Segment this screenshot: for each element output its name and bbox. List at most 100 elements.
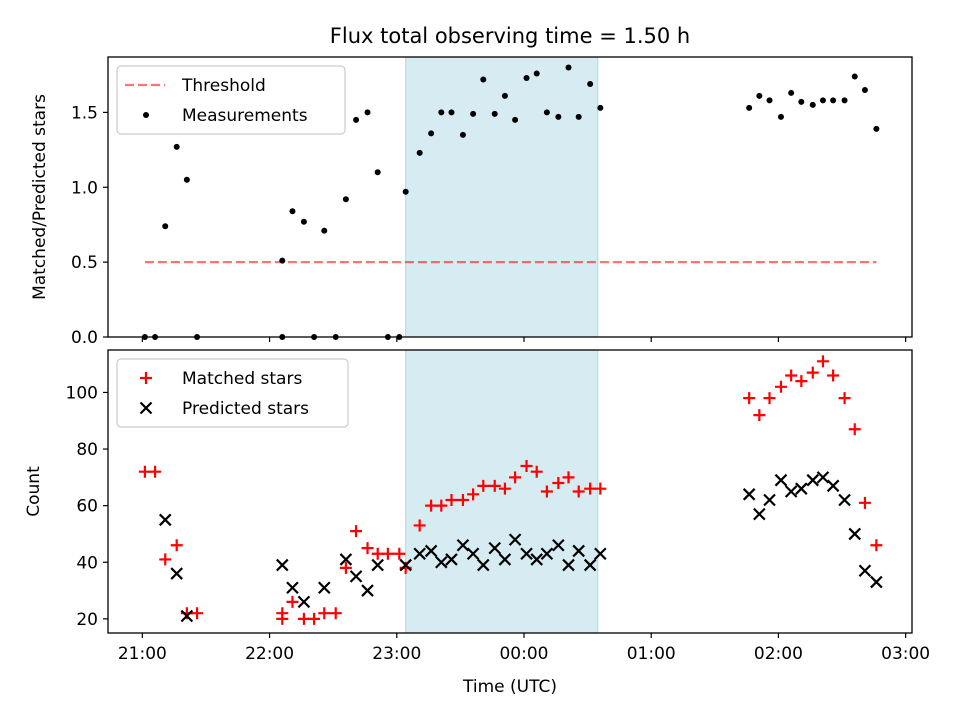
matched-star-point — [191, 607, 204, 620]
predicted-star-point — [763, 493, 776, 507]
predicted-star-point — [870, 575, 883, 589]
matched-star-point — [785, 369, 798, 382]
legend-matched-swatch — [140, 372, 152, 384]
measurement-point — [746, 104, 753, 111]
predicted-star-point — [276, 558, 289, 572]
matched-star-point — [848, 423, 861, 436]
legend-label: Threshold — [181, 76, 266, 96]
matched-star-point — [413, 519, 426, 532]
matched-star-point — [339, 561, 352, 574]
measurement-point — [491, 110, 498, 117]
measurement-point — [543, 109, 550, 116]
panel-bottom-star-counts: 20 40 60 80 100 21:00 22:00 23:00 00:00 01:00 02:0… — [24, 349, 930, 697]
measurement-point — [873, 125, 880, 132]
x-tick-label: 00:00 — [499, 644, 548, 664]
measurement-point — [851, 73, 858, 80]
y-tick-label: 60 — [76, 497, 98, 517]
measurement-point — [353, 116, 360, 123]
predicted-star-point — [413, 547, 426, 561]
matched-star-point — [159, 553, 172, 566]
matched-star-point — [795, 375, 808, 388]
measurement-point — [575, 113, 582, 120]
measurement-point — [416, 149, 423, 156]
predicted-star-point — [170, 567, 183, 580]
predicted-star-point — [562, 558, 575, 572]
matched-star-point — [753, 409, 766, 422]
x-tick-label: 21:00 — [118, 644, 167, 664]
predicted-star-point — [399, 558, 412, 572]
legend-box — [116, 65, 346, 135]
panel-top-matched-ratio: 0.0 0.5 1.0 1.5 Matched/Predicted stars Thres… — [30, 56, 913, 348]
measurement-point — [448, 109, 455, 116]
x-tick-label: 23:00 — [372, 644, 421, 664]
series-matched-stars — [138, 355, 883, 625]
predicted-star-point — [753, 507, 766, 521]
predicted-star-point — [530, 553, 543, 566]
matched-star-point — [540, 485, 553, 498]
matched-star-point — [774, 380, 787, 393]
x-tick-label: 02:00 — [754, 644, 803, 664]
predicted-star-point — [317, 581, 331, 594]
measurement-point — [459, 131, 466, 138]
axes-frame — [107, 349, 913, 634]
matched-star-point — [425, 499, 438, 512]
matched-star-point — [816, 355, 829, 368]
matched-star-point — [149, 465, 162, 478]
y-tick-label: 1.0 — [71, 178, 98, 198]
matched-star-point — [286, 595, 299, 608]
measurement-point — [501, 92, 508, 99]
matched-star-point — [584, 482, 597, 495]
measurement-point — [766, 97, 773, 104]
legend-label: Predicted stars — [182, 399, 309, 419]
matched-star-point — [361, 542, 374, 555]
predicted-star-point — [520, 547, 533, 561]
predicted-star-point — [848, 527, 862, 541]
measurement-point — [555, 113, 562, 120]
predicted-star-point — [826, 479, 840, 493]
measurement-point — [777, 113, 784, 120]
predicted-star-point — [371, 558, 384, 572]
measurement-point — [841, 97, 848, 104]
y-tick-label: 100 — [66, 383, 98, 403]
predicted-star-point — [858, 564, 872, 578]
predicted-star-point — [806, 473, 820, 487]
measurement-point — [183, 176, 190, 183]
measurement-point — [587, 80, 594, 87]
matched-star-point — [445, 493, 458, 506]
matched-star-point — [318, 607, 331, 620]
matched-star-point — [743, 392, 756, 405]
predicted-star-point — [795, 482, 808, 495]
legend-box — [116, 358, 349, 428]
y-tick-label: 0.0 — [71, 328, 98, 348]
predicted-star-point — [445, 553, 458, 566]
predicted-star-point — [477, 558, 490, 572]
matched-star-point — [276, 607, 289, 620]
matched-star-point — [594, 482, 607, 495]
measurement-point — [428, 130, 435, 137]
predicted-star-point — [466, 547, 480, 561]
predicted-star-point — [349, 570, 363, 583]
matched-star-point — [552, 477, 565, 490]
measurement-point — [300, 218, 307, 225]
predicted-star-point — [339, 553, 353, 566]
measurement-point — [173, 143, 180, 150]
matched-star-point — [456, 493, 469, 506]
matched-star-point — [498, 482, 511, 495]
measurement-point — [756, 92, 763, 99]
matched-star-point — [530, 465, 543, 478]
figure-title: Flux total observing time = 1.50 h — [330, 24, 690, 48]
predicted-star-point — [508, 533, 522, 546]
predicted-star-point — [784, 485, 798, 498]
matched-star-point — [477, 479, 490, 492]
predicted-star-point — [297, 595, 311, 609]
legend-label: Measurements — [182, 106, 308, 126]
y-tick-label: 0.5 — [71, 253, 98, 273]
x-tick-label: 03:00 — [881, 644, 930, 664]
matched-star-point — [371, 547, 384, 560]
series-measurements — [141, 64, 880, 340]
legend-predicted-swatch — [139, 401, 153, 415]
axes-frame — [107, 56, 913, 338]
measurement-point — [470, 110, 477, 117]
matched-star-point — [170, 539, 183, 552]
